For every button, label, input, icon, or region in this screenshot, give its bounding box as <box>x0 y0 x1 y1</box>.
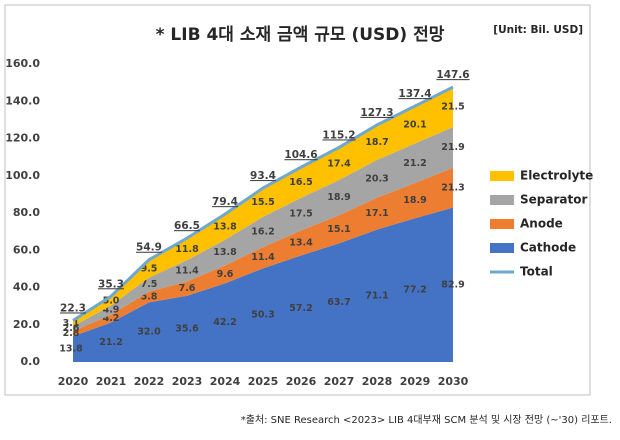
unit-label: [Unit: Bil. USD] <box>493 24 583 36</box>
data-label: 5.8 <box>141 291 158 302</box>
data-label: 15.1 <box>327 224 350 235</box>
data-label: 13.8 <box>213 247 237 258</box>
x-tick-label: 2029 <box>400 375 431 388</box>
data-label: 16.2 <box>251 226 274 237</box>
data-label: 21.3 <box>441 182 464 193</box>
total-label: 35.3 <box>98 278 124 290</box>
data-label: 13.8 <box>213 221 237 232</box>
data-label: 63.7 <box>327 297 350 308</box>
x-tick-label: 2022 <box>134 375 165 388</box>
x-tick-label: 2024 <box>210 375 241 388</box>
data-label: 2.6 <box>63 323 80 334</box>
x-tick-label: 2027 <box>324 375 355 388</box>
y-tick-label: 160.0 <box>5 57 40 70</box>
legend-swatch <box>490 219 514 229</box>
legend-label: Total <box>520 265 553 279</box>
y-tick-label: 0.0 <box>21 355 41 368</box>
area <box>73 167 453 337</box>
legend-label: Separator <box>520 193 587 207</box>
data-label: 21.9 <box>441 142 464 153</box>
y-tick-label: 120.0 <box>5 132 40 145</box>
area <box>73 87 453 327</box>
total-label: 147.6 <box>436 69 469 81</box>
data-label: 11.4 <box>251 252 275 263</box>
area <box>73 127 453 332</box>
x-tick-label: 2025 <box>248 375 279 388</box>
data-label: 17.5 <box>289 209 312 220</box>
legend-label: Electrolyte <box>520 169 593 183</box>
data-label: 18.9 <box>327 192 350 203</box>
data-label: 21.2 <box>403 158 426 169</box>
chart-title: * LIB 4대 소재 금액 규모 (USD) 전망 <box>156 25 445 45</box>
data-label: 11.8 <box>175 244 199 255</box>
data-label: 71.1 <box>365 290 388 301</box>
data-label: 50.3 <box>251 310 274 321</box>
total-label: 54.9 <box>136 242 162 254</box>
data-label: 77.2 <box>403 285 426 296</box>
legend-swatch <box>490 243 514 253</box>
footnote: *출처: SNE Research <2023> LIB 4대부재 SCM 분석… <box>241 414 612 426</box>
data-label: 9.6 <box>217 269 234 280</box>
data-label: 21.5 <box>441 102 464 113</box>
x-tick-label: 2023 <box>172 375 203 388</box>
total-label: 66.5 <box>174 220 200 232</box>
x-tick-label: 2026 <box>286 375 317 388</box>
data-label: 7.5 <box>141 279 158 290</box>
data-label: 35.6 <box>175 323 199 334</box>
legend-label: Cathode <box>520 241 576 255</box>
area <box>73 207 453 362</box>
y-tick-label: 20.0 <box>13 318 40 331</box>
data-label: 20.1 <box>403 119 426 130</box>
data-label: 13.4 <box>289 237 313 248</box>
data-label: 42.2 <box>213 317 236 328</box>
total-label: 104.6 <box>284 149 317 161</box>
data-label: 82.9 <box>441 279 464 290</box>
data-label: 20.3 <box>365 173 388 184</box>
data-label: 7.6 <box>179 283 196 294</box>
legend-label: Anode <box>520 217 563 231</box>
data-label: 3.1 <box>63 318 80 329</box>
legend-swatch <box>490 195 514 205</box>
total-label: 22.3 <box>60 302 86 314</box>
legend-swatch <box>490 171 514 181</box>
y-tick-label: 80.0 <box>13 206 40 219</box>
data-label: 5.0 <box>103 295 120 306</box>
data-label: 11.4 <box>175 265 199 276</box>
total-label: 127.3 <box>360 107 393 119</box>
x-tick-label: 2020 <box>58 375 89 388</box>
data-label: 32.0 <box>137 327 161 338</box>
data-label: 15.5 <box>251 197 274 208</box>
data-label: 13.8 <box>59 344 83 355</box>
total-label: 115.2 <box>322 129 355 141</box>
y-tick-label: 60.0 <box>13 243 40 256</box>
total-label: 137.4 <box>398 88 431 100</box>
data-label: 18.7 <box>365 137 388 148</box>
x-tick-label: 2021 <box>96 375 127 388</box>
data-label: 4.9 <box>103 305 120 316</box>
x-tick-label: 2030 <box>438 375 469 388</box>
x-tick-label: 2028 <box>362 375 393 388</box>
data-label: 57.2 <box>289 303 312 314</box>
data-label: 9.5 <box>141 263 158 274</box>
data-label: 16.5 <box>289 177 312 188</box>
data-label: 18.9 <box>403 195 426 206</box>
data-label: 17.4 <box>327 158 351 169</box>
data-label: 2.8 <box>63 328 80 339</box>
total-label: 79.4 <box>212 196 238 208</box>
y-tick-label: 140.0 <box>5 94 40 107</box>
total-line <box>72 85 454 322</box>
total-label: 93.4 <box>250 170 276 182</box>
y-tick-label: 100.0 <box>5 169 40 182</box>
data-label: 17.1 <box>365 208 388 219</box>
data-label: 21.2 <box>99 337 122 348</box>
y-tick-label: 40.0 <box>13 281 40 294</box>
data-label: 4.2 <box>103 313 120 324</box>
